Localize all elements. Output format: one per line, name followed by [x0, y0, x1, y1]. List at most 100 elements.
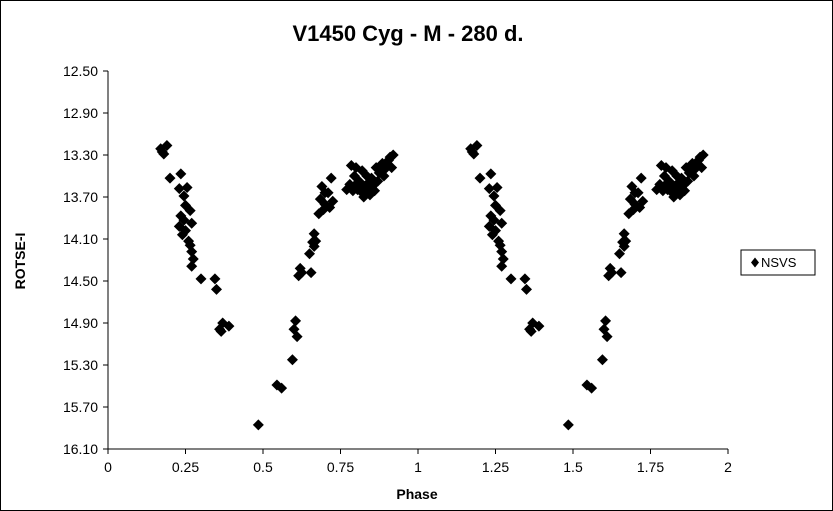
data-markers [155, 140, 709, 431]
data-point [596, 354, 608, 366]
data-point [386, 162, 398, 174]
data-point [696, 162, 708, 174]
data-point [485, 168, 497, 180]
data-point [488, 190, 500, 202]
legend-marker [751, 257, 759, 268]
data-point [186, 217, 198, 229]
data-point [187, 253, 199, 265]
data-point [324, 202, 336, 213]
y-tick-label: 16.10 [63, 441, 98, 457]
data-point [325, 172, 337, 184]
legend: NSVS [740, 249, 816, 276]
data-point [291, 331, 303, 343]
data-point [618, 228, 630, 240]
data-point [697, 149, 709, 161]
data-point [352, 177, 364, 189]
y-axis-title: ROTSE-I [12, 233, 28, 290]
chart-title: V1450 Cyg - M - 280 d. [292, 21, 523, 46]
data-point [668, 191, 680, 203]
y-tick-label: 12.90 [63, 105, 98, 121]
y-tick-label: 15.30 [63, 357, 98, 373]
data-point [175, 168, 187, 180]
data-point [632, 187, 644, 199]
data-point [676, 182, 687, 194]
data-point [533, 320, 545, 332]
data-point [497, 253, 509, 265]
data-point [276, 382, 288, 394]
data-point [223, 320, 235, 332]
data-point [521, 283, 532, 295]
data-point [322, 187, 334, 199]
data-point [215, 325, 227, 337]
data-point [606, 267, 618, 279]
data-point [662, 177, 674, 189]
plot-area [107, 71, 728, 450]
x-tick-label: 1 [414, 459, 422, 475]
data-point [615, 267, 627, 279]
x-axis: 0 0.25 0.5 0.75 1 1.25 1.5 1.75 2 [104, 449, 732, 475]
data-point [211, 283, 222, 295]
data-point [378, 170, 390, 182]
data-point [304, 248, 315, 260]
data-point [600, 315, 612, 327]
data-point [601, 331, 613, 343]
data-point [682, 175, 694, 187]
data-point [186, 246, 198, 258]
data-point [209, 273, 221, 285]
data-point [483, 183, 495, 195]
data-point [491, 182, 503, 194]
data-point [296, 267, 308, 279]
data-point [366, 182, 377, 194]
data-point [505, 273, 517, 285]
x-tick-label: 2 [724, 459, 732, 475]
x-tick-label: 0.5 [253, 459, 273, 475]
data-point [525, 325, 537, 337]
y-tick-label: 14.10 [63, 231, 98, 247]
data-point [372, 175, 384, 187]
data-point [496, 246, 508, 258]
data-point [305, 267, 317, 279]
data-point [496, 260, 508, 272]
data-point [634, 202, 646, 213]
x-tick-label: 1.25 [482, 459, 509, 475]
data-point [184, 205, 196, 217]
data-point [614, 248, 625, 260]
data-point [178, 190, 190, 202]
data-point [688, 170, 700, 182]
x-tick-label: 0.75 [327, 459, 354, 475]
data-point [161, 140, 173, 152]
data-point [618, 240, 630, 252]
data-point [195, 273, 207, 285]
x-tick-label: 0 [104, 459, 112, 475]
data-point [494, 205, 506, 217]
x-tick-label: 1.75 [637, 459, 664, 475]
x-tick-label: 1.5 [563, 459, 583, 475]
data-point [519, 273, 531, 285]
data-point [474, 172, 486, 184]
y-tick-label: 14.50 [63, 273, 98, 289]
data-point [586, 382, 598, 394]
data-point [471, 140, 483, 152]
y-tick-label: 15.70 [63, 399, 98, 415]
y-tick-label: 14.90 [63, 315, 98, 331]
data-point [176, 229, 188, 241]
legend-label-nsvs: NSVS [761, 255, 797, 270]
data-point [290, 315, 302, 327]
x-axis-title: Phase [396, 486, 437, 502]
y-tick-label: 13.70 [63, 189, 98, 205]
data-point [173, 183, 185, 195]
data-point [308, 240, 320, 252]
data-point [308, 228, 320, 240]
plot-background [108, 71, 728, 449]
data-point [358, 191, 370, 203]
x-tick-label: 0.25 [172, 459, 199, 475]
y-axis: 12.50 12.90 13.30 13.70 14.10 14.50 14.90 15.30… [63, 63, 108, 457]
data-point [252, 419, 264, 431]
data-point [486, 229, 498, 241]
data-point [562, 419, 574, 431]
data-point [164, 172, 176, 184]
data-point [496, 217, 508, 229]
y-tick-label: 13.30 [63, 147, 98, 163]
